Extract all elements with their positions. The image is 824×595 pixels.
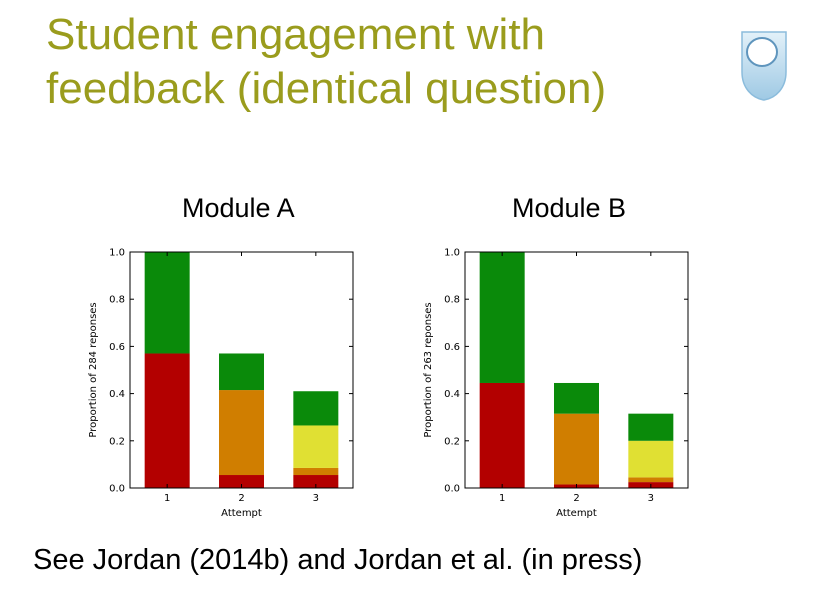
module-a-ytick-label: 0.6 — [109, 342, 125, 353]
module-b-xtick-label: 2 — [573, 493, 579, 504]
module-a-ytick-label: 0.2 — [109, 436, 125, 447]
module-a-yaxis-label: Proportion of 284 reponses — [88, 302, 99, 437]
module-a-xaxis-label: Attempt — [221, 508, 262, 519]
module-a-bar-green-attempt-1 — [144, 252, 190, 354]
module-a-bar-red-attempt-3 — [293, 475, 339, 488]
module-b-chart-svg: 0.0 0.2 0.4 0.6 0.8 1.0 1 2 3 Attempt Proportion o… — [423, 248, 689, 519]
module-a-ytick-label: 1.0 — [109, 248, 125, 259]
module-b-xaxis-label: Attempt — [556, 508, 597, 519]
module-a-ytick-label: 0.8 — [109, 295, 125, 306]
module-b-bar-orange-attempt-2 — [554, 413, 599, 485]
module-b-ytick-label: 1.0 — [444, 248, 460, 259]
module-a-xtick-label: 1 — [164, 493, 170, 504]
module-a-xtick-label: 3 — [313, 493, 319, 504]
module-a-bar-red-attempt-2 — [219, 475, 264, 488]
module-a-bar-red-attempt-1 — [144, 353, 190, 488]
module-a-chart: 0.0 0.2 0.4 0.6 0.8 1.0 1 2 3 Attempt Proportion o… — [83, 238, 363, 528]
module-b-xtick-label: 1 — [499, 493, 505, 504]
module-a-bar-orange-attempt-2 — [219, 390, 264, 476]
module-b-ytick-label: 0.8 — [444, 295, 460, 306]
module-a-ytick-label: 0.4 — [109, 389, 125, 400]
slide-title: Student engagement with feedback (identi… — [46, 8, 706, 116]
module-b-bar-red-attempt-1 — [479, 382, 525, 488]
module-b-bar-green-attempt-2 — [554, 382, 599, 414]
module-a-xtick-label: 2 — [238, 493, 244, 504]
slide-title-line-2: feedback (identical question) — [46, 64, 607, 113]
module-a-bar-green-attempt-2 — [219, 353, 264, 391]
module-b-bar-yellow-attempt-3 — [628, 440, 674, 478]
module-a-bar-green-attempt-3 — [293, 391, 339, 426]
module-a-chart-svg: 0.0 0.2 0.4 0.6 0.8 1.0 1 2 3 Attempt Proportion o… — [88, 248, 354, 519]
module-b-bar-green-attempt-1 — [479, 252, 525, 383]
module-b-yaxis-label: Proportion of 263 reponses — [423, 302, 434, 437]
slide-title-line-1: Student engagement with — [46, 10, 546, 59]
module-b-xtick-label: 3 — [648, 493, 654, 504]
module-a-bar-yellow-attempt-3 — [293, 425, 339, 468]
module-a-bar-orange-attempt-3 — [293, 467, 339, 476]
module-a-label: Module A — [182, 193, 295, 223]
module-b-ytick-label: 0.6 — [444, 342, 460, 353]
module-a-ytick-label: 0.0 — [109, 484, 125, 495]
citation-text: See Jordan (2014b) and Jordan et al. (in… — [33, 544, 643, 576]
module-b-ytick-label: 0.4 — [444, 389, 460, 400]
module-b-label: Module B — [512, 193, 627, 223]
module-b-bar-green-attempt-3 — [628, 413, 674, 441]
module-b-chart: 0.0 0.2 0.4 0.6 0.8 1.0 1 2 3 Attempt Proportion o… — [418, 238, 698, 528]
module-b-bar-orange-attempt-3 — [628, 477, 674, 483]
module-b-ytick-label: 0.2 — [444, 436, 460, 447]
module-b-ytick-label: 0.0 — [444, 484, 460, 495]
open-university-shield-icon — [741, 31, 787, 101]
